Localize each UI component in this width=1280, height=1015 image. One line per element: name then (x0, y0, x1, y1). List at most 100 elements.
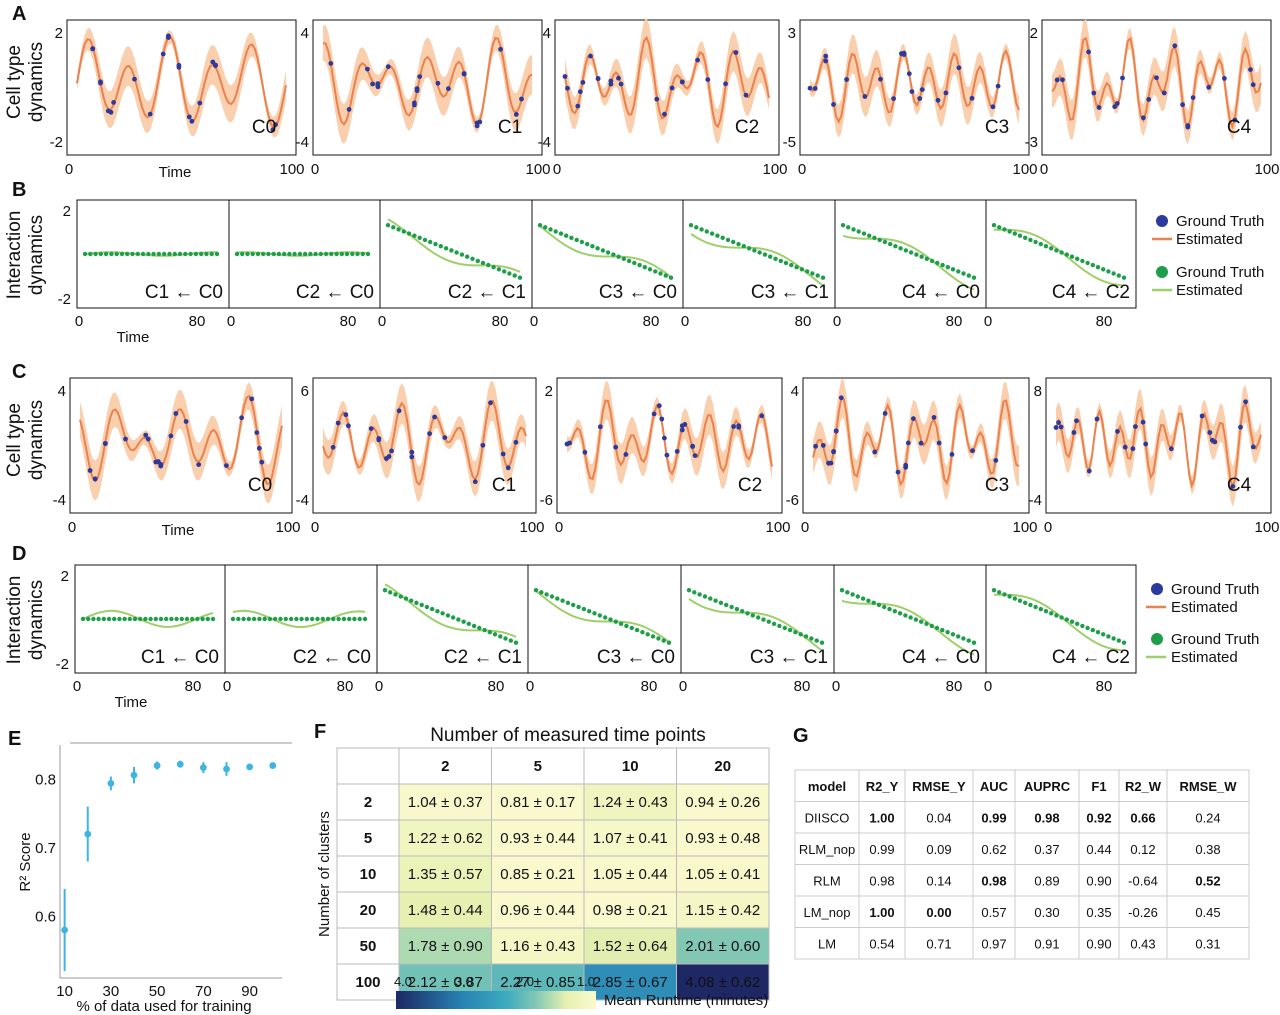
ground-truth-point (88, 251, 93, 257)
heatmap-cell-value: 2.85 ± 0.67 (593, 974, 668, 991)
ground-truth-point (1230, 484, 1236, 489)
estimated-line (809, 48, 1020, 125)
y-axis-label: Number of clusters (316, 811, 333, 937)
ground-truth-point (723, 81, 728, 87)
interaction-subplot: C3 ← C0 0 80 (530, 199, 684, 330)
table-header-text: AUC (980, 779, 1009, 794)
x-tick-end: 100 (279, 161, 304, 178)
ground-truth-point (250, 251, 255, 257)
row-label: 10 (360, 866, 377, 883)
ground-truth-point (204, 251, 209, 257)
subplot-label: C4 ← C0 (902, 282, 980, 303)
x-tick-label: 70 (195, 983, 212, 1000)
ground-truth-point (254, 430, 260, 435)
heatmap-cell-value: 0.96 ± 0.44 (500, 902, 575, 919)
table-cell (1014, 927, 1080, 960)
ground-truth-point (679, 79, 685, 85)
ground-truth-point (433, 241, 438, 247)
legend-dot (1151, 633, 1163, 645)
data-point (223, 765, 230, 773)
panel-letter-C: C (12, 361, 26, 383)
y-axis-label: Interaction (4, 576, 25, 665)
table-cell (904, 864, 974, 897)
subplot-label: C4 (1227, 475, 1252, 496)
ground-truth-point (621, 256, 626, 261)
ground-truth-point (1121, 640, 1127, 645)
cell-type-subplot-C3: C3 3 -50 100 (783, 19, 1038, 178)
ground-truth-point (940, 627, 945, 633)
row-label: 50 (360, 938, 377, 955)
ground-truth-point (882, 239, 888, 245)
legend-marker-label: Ground Truth (1171, 581, 1259, 598)
ground-truth-point (385, 64, 391, 70)
ground-truth-point (417, 235, 422, 240)
ground-truth-point (344, 251, 350, 257)
ground-truth-point (365, 251, 371, 257)
ground-truth-point (618, 621, 624, 626)
ground-truth-point (844, 77, 849, 82)
data-point (176, 760, 184, 768)
ground-truth-point (746, 246, 752, 251)
heatmap-cell-value: 0.94 ± 0.26 (685, 794, 760, 811)
table-cell-text: 0.37 (1034, 842, 1059, 857)
heatmap-cell (491, 891, 585, 929)
ground-truth-point (456, 617, 461, 622)
table-cell-text: LM_nop (804, 905, 851, 920)
ground-truth-point (897, 611, 903, 616)
ground-truth-point (385, 223, 391, 228)
ground-truth-point (718, 600, 724, 605)
ground-truth-point (151, 251, 156, 257)
ground-truth-point (662, 111, 667, 117)
ground-truth-point (686, 588, 692, 593)
table-cell-text: 0.57 (981, 905, 1006, 920)
ground-truth-point (1101, 632, 1106, 637)
ground-truth-point (1222, 76, 1227, 81)
x-tick-end: 100 (1012, 519, 1037, 536)
x-tick-start: 0 (1040, 161, 1048, 178)
table-cell-text: 0.98 (1034, 811, 1059, 826)
ground-truth-point (1168, 446, 1174, 452)
ground-truth-point (632, 260, 637, 266)
ground-truth-point (990, 104, 996, 110)
panel-letter-G: G (793, 725, 809, 747)
ground-truth-point (1038, 606, 1044, 612)
ground-truth-point (1056, 420, 1061, 425)
ground-truth-point (135, 251, 140, 257)
ground-truth-point (86, 616, 91, 622)
row-label: 20 (360, 902, 377, 919)
ground-truth-point (465, 254, 470, 259)
ground-truth-point (571, 602, 576, 608)
ground-truth-point (878, 76, 883, 82)
ground-truth-point (197, 100, 203, 106)
subplot-label: C1 ← C0 (145, 282, 223, 303)
heatmap-cell-value: 1.22 ± 0.62 (408, 830, 483, 847)
ground-truth-point (283, 616, 288, 622)
x-axis-label: % of data used for training (76, 998, 251, 1015)
ground-truth-point (862, 94, 868, 99)
subplot-label: C0 (248, 475, 272, 496)
ground-truth-point (388, 590, 393, 595)
subplot-label: C2 ← C1 (448, 282, 526, 303)
estimated-line (232, 609, 366, 628)
data-point (199, 764, 207, 772)
ground-truth-point (424, 604, 430, 610)
ground-truth-point (771, 621, 777, 626)
ground-truth-point (251, 616, 257, 622)
ground-truth-point (616, 75, 621, 81)
legend-line-label: Estimated (1171, 599, 1238, 616)
table-cell-text: 0.45 (1195, 905, 1220, 920)
ground-truth-point (611, 252, 616, 257)
uncertainty-band (323, 381, 526, 502)
ground-truth-point (950, 632, 956, 637)
ground-truth-point (766, 619, 771, 624)
ground-truth-point (1028, 237, 1033, 243)
ground-truth-point (1053, 425, 1059, 430)
ground-truth-point (1116, 638, 1122, 643)
ground-truth-point (417, 74, 423, 79)
header-cell (398, 747, 492, 785)
ground-truth-point (519, 96, 524, 102)
ground-truth-point (888, 241, 893, 247)
ground-truth-point (903, 613, 908, 618)
ground-truth-point (370, 81, 375, 87)
ground-truth-point (396, 227, 401, 232)
